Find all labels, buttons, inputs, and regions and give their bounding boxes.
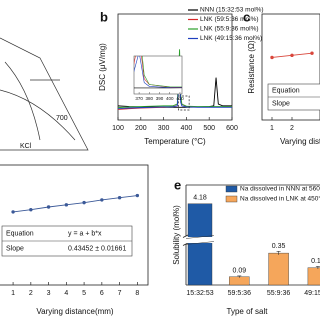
- inset-frame: [133, 55, 183, 95]
- x-tick-label: 8: [135, 290, 139, 297]
- x-tick-label: 7: [118, 290, 122, 297]
- annotation-text: y = a + b*x: [68, 230, 102, 237]
- legend-label: LNK (59:5:36 mol%): [200, 16, 259, 23]
- plot-frame: [117, 13, 233, 121]
- inset-x-tick-label: 380: [146, 96, 154, 101]
- data-line: [13, 195, 138, 213]
- ternary-label: KCl: [20, 143, 32, 150]
- inset-x-tick-label: 370: [135, 96, 143, 101]
- data-point: [29, 208, 33, 212]
- annotation-text: Equation: [6, 230, 34, 237]
- bar: [229, 276, 250, 286]
- inset-line: [134, 87, 182, 89]
- inset-line: [134, 56, 182, 88]
- legend-label: LNK (49:15:36 mol%): [200, 35, 262, 42]
- panel-label: c: [243, 9, 250, 24]
- bar: [268, 252, 289, 286]
- x-axis-label: Varying distance(mm): [36, 307, 114, 316]
- x-tick-label: 55:9:36: [267, 290, 290, 297]
- legend-label: Na dissolved in LNK at 450°C: [240, 195, 320, 203]
- x-tick-label: 600: [226, 125, 238, 132]
- inset-line: [134, 56, 182, 88]
- x-axis-label: Temperature (°C): [144, 137, 206, 146]
- ternary-diagram: [0, 37, 89, 151]
- ternary-label: 700: [56, 115, 68, 122]
- x-tick-label: 500: [203, 125, 215, 132]
- data-point: [100, 198, 104, 202]
- legend-swatch: [225, 195, 238, 203]
- annotation-text: Equation: [272, 87, 300, 94]
- y-axis-label: Resistance (Ω): [247, 40, 256, 93]
- inset-x-tick-label: 410: [176, 96, 184, 101]
- legend-label: NNN (15:32:53 mol%): [200, 7, 264, 14]
- x-tick-label: 100: [112, 125, 124, 132]
- value-label: 0.09: [232, 268, 246, 275]
- x-axis-label: Type of salt: [227, 307, 269, 316]
- value-label: 0.35: [272, 243, 286, 250]
- x-tick-label: 400: [181, 125, 193, 132]
- x-tick-label: 1: [11, 290, 15, 297]
- data-point: [135, 193, 140, 198]
- data-point: [11, 210, 15, 214]
- inset-x-tick-label: 400: [166, 96, 174, 101]
- value-label: 0.19: [311, 258, 320, 265]
- bar: [187, 203, 213, 286]
- break-mark: [185, 241, 215, 245]
- y-axis-label: DSC (μV/mg): [98, 43, 107, 91]
- x-axis-label: Varying distance(mm): [280, 137, 320, 146]
- inset-x-tick-label: 390: [156, 96, 164, 101]
- annotation-text: 0.43452 ± 0.01661: [68, 245, 126, 252]
- isotherm: [4, 61, 41, 141]
- x-tick-label: 2: [290, 125, 294, 132]
- bar: [307, 267, 320, 286]
- x-tick-label: 2: [29, 290, 33, 297]
- plot-frame: [0, 164, 149, 286]
- value-label: 4.18: [193, 195, 207, 202]
- plot-frame: [261, 13, 320, 121]
- legend-label: Na dissolved in NNN at 560°C: [240, 185, 320, 193]
- data-point: [270, 55, 274, 60]
- x-tick-label: 4: [64, 290, 68, 297]
- x-tick-label: 59:5:36: [228, 290, 251, 297]
- data-point: [310, 51, 314, 55]
- x-tick-label: 1: [270, 125, 274, 132]
- data-point: [117, 196, 122, 200]
- panel-label: b: [100, 9, 108, 24]
- data-point: [290, 53, 294, 58]
- annotation-text: Slope: [6, 245, 24, 252]
- x-tick-label: 3: [47, 290, 51, 297]
- data-point: [64, 203, 69, 207]
- x-tick-label: 300: [158, 125, 170, 132]
- data-point: [46, 205, 51, 209]
- data-line: [117, 74, 232, 110]
- legend-swatch: [225, 185, 238, 193]
- break-mark: [185, 235, 215, 239]
- x-tick-label: 5: [82, 290, 86, 297]
- zoom-box: [178, 95, 190, 111]
- inset-line: [134, 56, 182, 88]
- ternary-edge: [0, 37, 89, 151]
- bar-break: [187, 237, 213, 243]
- legend-label: LNK (55:9:36 mol%): [200, 26, 259, 33]
- panel-label: e: [174, 177, 181, 192]
- x-tick-label: 200: [135, 125, 147, 132]
- x-tick-label: 15:32:53: [186, 290, 213, 297]
- annotation-text: Slope: [272, 100, 290, 107]
- isotherm: [0, 89, 76, 141]
- y-axis-label: Solubility (mol%): [172, 205, 181, 265]
- x-tick-label: 49:15:36: [304, 290, 320, 297]
- x-tick-label: 6: [100, 290, 104, 297]
- data-point: [82, 200, 86, 205]
